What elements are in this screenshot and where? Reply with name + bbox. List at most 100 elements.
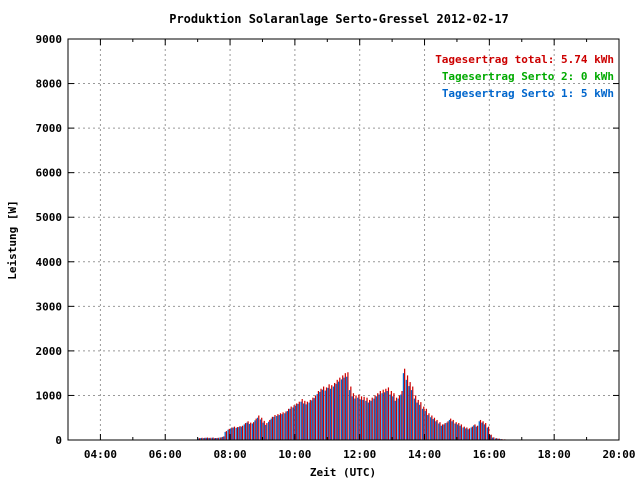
- bar: [300, 401, 302, 440]
- y-tick-label: 8000: [36, 78, 63, 91]
- bar: [266, 423, 268, 440]
- y-axis-label: Leistung [W]: [6, 200, 19, 279]
- bar: [459, 425, 461, 440]
- bar: [301, 399, 303, 440]
- bar: [444, 423, 446, 440]
- bar: [379, 390, 381, 440]
- bar: [319, 391, 321, 440]
- bar: [352, 393, 355, 440]
- bar: [220, 437, 222, 440]
- bar: [279, 413, 282, 440]
- y-tick-label: 5000: [36, 211, 63, 224]
- bar: [490, 434, 492, 440]
- bar: [198, 438, 201, 440]
- x-tick-label: 08:00: [213, 448, 246, 461]
- bar: [386, 390, 388, 440]
- bar: [397, 398, 399, 440]
- bar: [201, 437, 203, 440]
- bar: [401, 390, 403, 440]
- bar: [200, 437, 202, 440]
- bar: [309, 399, 311, 440]
- bar: [298, 401, 300, 440]
- bar: [402, 373, 405, 440]
- bar: [392, 396, 394, 440]
- bar: [384, 392, 386, 440]
- bar: [230, 428, 232, 440]
- bar: [208, 437, 210, 440]
- bar: [285, 411, 287, 440]
- bar: [343, 377, 345, 440]
- bar: [286, 411, 288, 440]
- bar: [331, 385, 333, 440]
- bar: [413, 398, 416, 440]
- bar: [304, 400, 306, 440]
- bar: [462, 427, 464, 440]
- legend: Tagesertrag total: 5.74 kWh Tagesertrag S…: [435, 53, 614, 100]
- bar: [476, 425, 479, 440]
- bar: [252, 422, 255, 440]
- x-tick-label: 12:00: [343, 448, 376, 461]
- bar: [423, 406, 425, 440]
- y-tick-label: 4000: [36, 256, 63, 269]
- bar: [357, 397, 359, 440]
- bar: [485, 423, 487, 440]
- bar: [432, 419, 434, 440]
- bar: [251, 423, 253, 440]
- bar: [227, 429, 229, 440]
- bar: [351, 396, 353, 440]
- bar: [481, 422, 483, 440]
- bar: [243, 424, 245, 440]
- bar: [206, 437, 209, 440]
- bar: [498, 438, 500, 440]
- bar: [470, 427, 472, 440]
- bar: [448, 419, 451, 440]
- y-tick-label: 0: [55, 434, 62, 447]
- bar: [254, 420, 256, 440]
- bar: [416, 402, 418, 440]
- bar: [367, 402, 370, 440]
- bar: [494, 438, 497, 440]
- bar: [483, 424, 486, 440]
- bar: [233, 426, 236, 440]
- bar: [435, 421, 437, 440]
- bar: [486, 427, 488, 440]
- bar: [366, 397, 368, 440]
- bar: [265, 424, 267, 440]
- bar: [241, 425, 244, 440]
- bar: [409, 382, 411, 440]
- bar: [381, 393, 383, 440]
- bar: [337, 381, 340, 440]
- bar: [424, 411, 426, 440]
- bar: [421, 408, 424, 440]
- bar: [342, 375, 344, 440]
- bar: [393, 393, 395, 440]
- y-tick-label: 3000: [36, 300, 63, 313]
- bar: [294, 405, 297, 440]
- bar: [256, 417, 259, 440]
- bar: [451, 421, 453, 440]
- x-tick-label: 18:00: [538, 448, 571, 461]
- bar: [332, 386, 335, 440]
- bar: [262, 422, 264, 440]
- bar: [487, 426, 490, 440]
- y-tick-label: 6000: [36, 167, 63, 180]
- bar: [302, 403, 305, 440]
- bar: [417, 399, 419, 440]
- bar: [398, 395, 401, 440]
- bar: [427, 415, 429, 440]
- bar: [482, 421, 484, 440]
- bar: [258, 415, 260, 440]
- y-tick-label: 9000: [36, 33, 63, 46]
- x-axis-label: Zeit (UTC): [310, 466, 376, 479]
- bar: [446, 422, 448, 440]
- bar: [297, 403, 299, 440]
- bar: [248, 423, 251, 440]
- grid-lines: [68, 39, 619, 440]
- bar: [458, 423, 460, 440]
- bar: [428, 413, 430, 440]
- bar: [216, 437, 218, 440]
- chart-title: Produktion Solaranlage Serto-Gressel 201…: [169, 12, 509, 26]
- bar: [270, 418, 272, 440]
- bar: [463, 426, 465, 440]
- bar: [322, 386, 325, 440]
